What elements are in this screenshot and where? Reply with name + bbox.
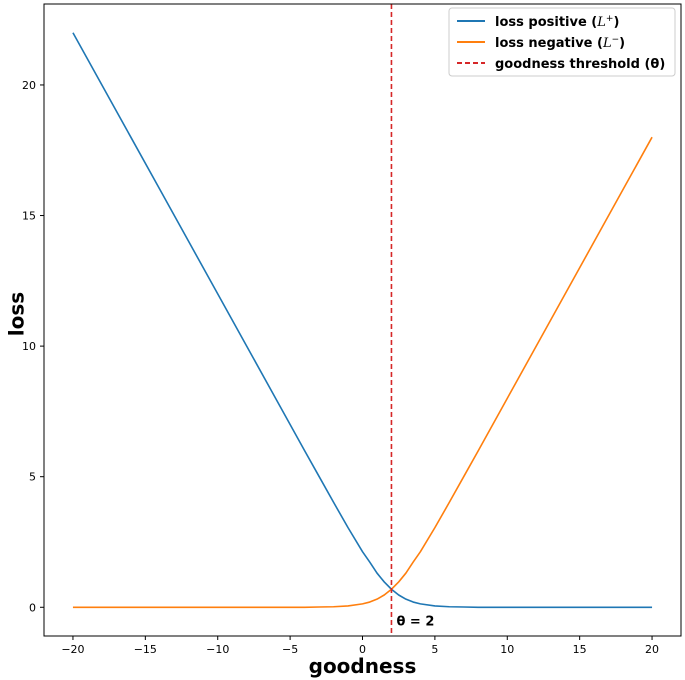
legend-label-loss-negative-sup: −	[612, 35, 620, 45]
legend-label-loss-negative-main: loss negative (	[495, 36, 603, 51]
legend-label-loss-positive-math: L	[596, 15, 606, 30]
x-tick-label: −20	[61, 643, 84, 656]
x-tick-label: −15	[134, 643, 157, 656]
y-tick-label: 20	[22, 79, 36, 92]
legend-label-loss-positive: loss positive (L+)	[495, 14, 619, 30]
y-tick-label: 15	[22, 210, 36, 223]
legend-label-loss-negative: loss negative (L−)	[495, 35, 625, 51]
y-axis-label: loss	[5, 292, 29, 336]
plot-layer	[72, 4, 653, 636]
series-line-loss-negative	[72, 136, 653, 609]
x-axis-label: goodness	[309, 654, 417, 678]
legend-label-loss-negative-close: )	[619, 36, 625, 51]
x-tick-label: 15	[573, 643, 587, 656]
x-tick-label: 0	[359, 643, 366, 656]
legend-label-loss-negative-math: L	[602, 36, 612, 51]
x-tick-label: −5	[282, 643, 298, 656]
x-tick-label: 10	[500, 643, 514, 656]
legend: loss positive (L+) loss negative (L−) go…	[448, 7, 676, 77]
series-line-loss-positive	[72, 32, 653, 609]
x-tick-label: 5	[431, 643, 438, 656]
axes-layer: −20 −15 −10 −5 0 5 10 15 20 0 5 10 15 20	[22, 3, 682, 656]
x-tick-label: −10	[206, 643, 229, 656]
legend-label-loss-positive-main: loss positive (	[495, 15, 597, 30]
y-tick-label: 5	[29, 471, 36, 484]
y-tick-label: 0	[29, 601, 36, 614]
legend-label-loss-positive-close: )	[613, 15, 619, 30]
y-tick-label: 10	[22, 340, 36, 353]
legend-label-threshold: goodness threshold (θ)	[495, 57, 665, 72]
threshold-annotation: θ = 2	[396, 615, 434, 630]
legend-label-loss-positive-sup: +	[606, 14, 614, 24]
x-tick-label: 20	[645, 643, 659, 656]
legend-box	[448, 7, 676, 77]
